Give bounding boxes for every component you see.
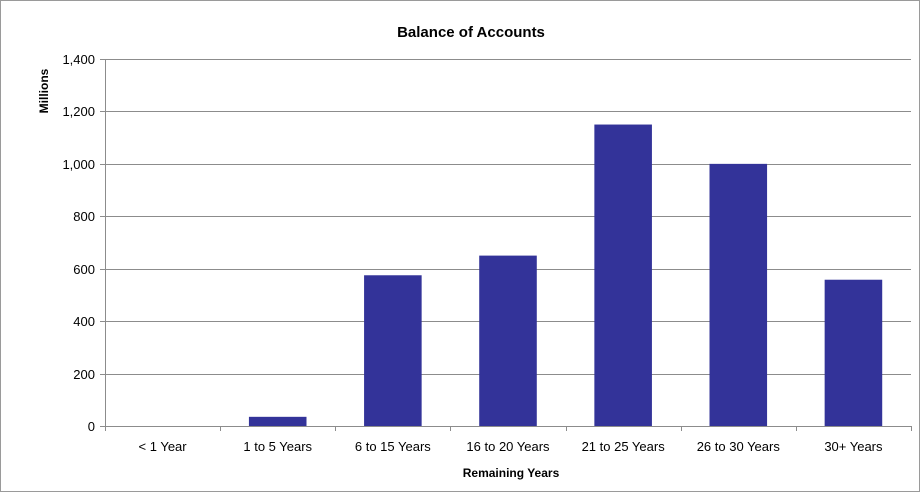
x-axis-title: Remaining Years: [463, 466, 560, 480]
y-axis-ticks: 0 200 400 600 800 1,000 1,200 1,400: [62, 52, 105, 434]
chart-title: Balance of Accounts: [397, 24, 545, 41]
bar: [709, 163, 768, 426]
x-tick-label: 1 to 5 Years: [243, 439, 312, 454]
y-tick-label: 1,000: [62, 157, 95, 172]
bar: [594, 124, 652, 427]
y-tick-label: 1,200: [62, 104, 95, 119]
y-tick-label: 200: [73, 367, 95, 382]
y-tick-label: 800: [73, 209, 95, 224]
y-tick-label: 0: [88, 419, 95, 434]
bar: [479, 255, 537, 426]
bar: [248, 416, 307, 426]
bar: [824, 279, 883, 426]
x-tick-label: 30+ Years: [824, 439, 883, 454]
y-tick-label: 1,400: [62, 52, 95, 67]
x-axis-ticks: < 1 Year 1 to 5 Years 6 to 15 Years 16 to 2…: [105, 426, 912, 454]
x-tick-label: 6 to 15 Years: [355, 439, 431, 454]
x-tick-label: 21 to 25 Years: [582, 439, 666, 454]
x-tick-label: 26 to 30 Years: [697, 439, 781, 454]
y-tick-label: 400: [73, 314, 95, 329]
bar: [364, 275, 422, 426]
bars: [248, 124, 883, 427]
x-tick-label: 16 to 20 Years: [466, 439, 550, 454]
y-tick-label: 600: [73, 262, 95, 277]
y-axis-title: Millions: [37, 68, 51, 113]
x-tick-label: < 1 Year: [139, 439, 188, 454]
